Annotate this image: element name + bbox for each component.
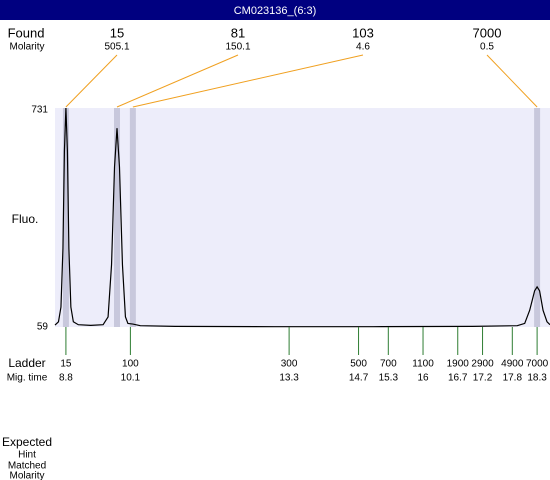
found-molarity: 4.6 (356, 42, 370, 53)
footer-label: Expected (2, 435, 52, 449)
peak-connector (486, 54, 538, 108)
plot-area (55, 108, 550, 327)
chart-title: CM023136_(6:3) (234, 5, 317, 17)
ladder-time: 17.8 (503, 373, 523, 384)
found-size: 15 (110, 25, 124, 40)
ladder-size: 7000 (526, 359, 549, 370)
footer-label: Hint (18, 450, 36, 461)
ladder-time: 16 (417, 373, 429, 384)
ladder-sublabel: Mig. time (7, 373, 48, 384)
ladder-time: 8.8 (59, 373, 73, 384)
ladder-size: 300 (281, 359, 298, 370)
ladder-label: Ladder (8, 356, 45, 370)
ladder-time: 13.3 (279, 373, 299, 384)
ladder-size: 1900 (447, 359, 470, 370)
ladder-time: 10.1 (121, 373, 141, 384)
ladder-time: 15.3 (379, 373, 399, 384)
found-size: 81 (231, 25, 245, 40)
found-molarity: 0.5 (480, 42, 494, 53)
ladder-size: 4900 (501, 359, 524, 370)
found-molarity: 505.1 (104, 42, 129, 53)
found-sublabel: Molarity (9, 42, 44, 53)
peak-band (129, 108, 136, 327)
ladder-time: 17.2 (473, 373, 493, 384)
ladder-size: 2900 (471, 359, 494, 370)
found-molarity: 150.1 (225, 42, 250, 53)
ladder-size: 700 (380, 359, 397, 370)
y-axis-label: Fluo. (12, 212, 39, 226)
ladder-size: 15 (60, 359, 72, 370)
peak-connector (116, 54, 239, 108)
y-tick-label: 59 (37, 322, 49, 333)
ladder-time: 14.7 (349, 373, 369, 384)
peak-connector (65, 54, 118, 108)
trace (54, 107, 550, 328)
peak-band (113, 108, 120, 327)
found-label: Found (8, 25, 45, 40)
ladder-size: 100 (122, 359, 139, 370)
peak-connector (132, 54, 364, 108)
peak-band (62, 108, 69, 327)
ladder-time: 16.7 (448, 373, 468, 384)
footer-label: Molarity (9, 471, 44, 480)
ladder-size: 500 (350, 359, 367, 370)
y-tick-label: 731 (31, 105, 48, 116)
peak-band (534, 108, 541, 327)
ladder-time: 18.3 (527, 373, 547, 384)
ladder-size: 1100 (412, 359, 434, 370)
title-bar (0, 0, 550, 20)
found-size: 103 (352, 25, 374, 40)
footer-label: Matched (8, 461, 46, 472)
found-size: 7000 (473, 25, 502, 40)
